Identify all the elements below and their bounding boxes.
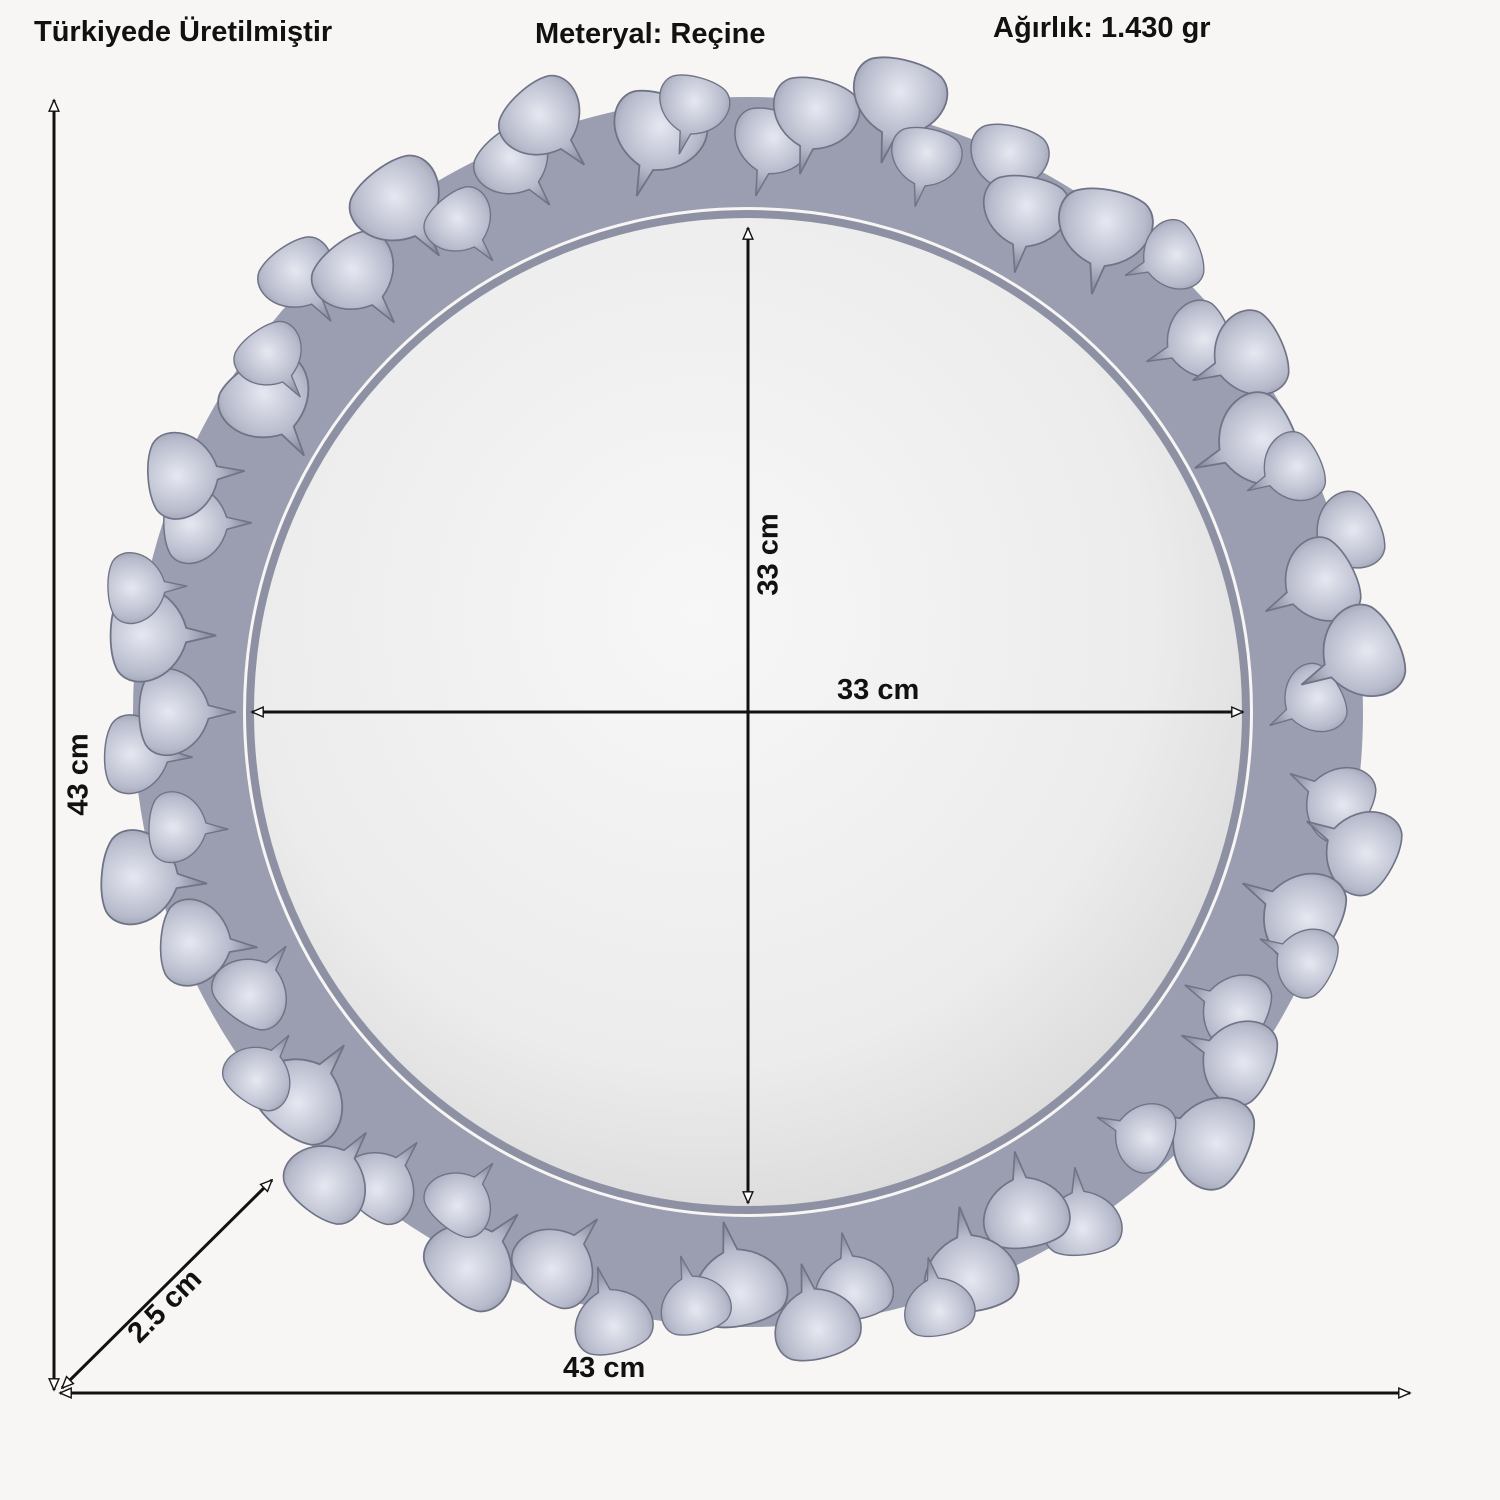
ginkgo-leaf xyxy=(211,945,287,1031)
ginkgo-leaf xyxy=(660,1255,732,1336)
ginkgo-leaf xyxy=(159,898,258,987)
ginkgo-leaf xyxy=(147,431,245,520)
ginkgo-leaf xyxy=(982,1151,1071,1250)
ginkgo-leaf xyxy=(423,1162,494,1238)
outer-height-label: 43 cm xyxy=(62,733,95,816)
ginkgo-leaf xyxy=(1124,218,1205,290)
ginkgo-leaf xyxy=(904,1256,976,1338)
ginkgo-leaf xyxy=(774,1263,862,1362)
ginkgo-leaf xyxy=(1300,603,1407,697)
ginkgo-leaf xyxy=(423,186,494,262)
ginkgo-leaf xyxy=(1259,928,1339,999)
ginkgo-leaf xyxy=(310,230,396,324)
ginkgo-leaf xyxy=(574,1266,654,1356)
inner-height-label: 33 cm xyxy=(752,513,785,596)
ginkgo-leaf xyxy=(852,56,949,164)
ginkgo-leaf xyxy=(1180,1020,1279,1107)
material-label: Meteryal: Reçine xyxy=(535,18,766,50)
ginkgo-leaf xyxy=(659,74,731,155)
ginkgo-leaf xyxy=(221,1034,291,1112)
ginkgo-leaf xyxy=(1265,536,1362,622)
ginkgo-leaf xyxy=(148,791,229,864)
ginkgo-leaf xyxy=(282,1131,367,1225)
ginkgo-leaf xyxy=(1246,431,1327,502)
ginkgo-leaf xyxy=(1096,1103,1177,1174)
weight-label: Ağırlık: 1.430 gr xyxy=(993,12,1211,44)
ginkgo-leaf xyxy=(1058,187,1154,295)
inner-width-label: 33 cm xyxy=(837,674,920,706)
origin-label: Türkiyede Üretilmiştir xyxy=(34,16,333,48)
leaf-frame xyxy=(100,56,1407,1362)
ginkgo-leaf xyxy=(233,320,302,398)
ginkgo-leaf xyxy=(107,552,188,625)
ginkgo-leaf xyxy=(772,76,861,175)
ginkgo-leaf xyxy=(510,1218,599,1310)
outer-width-label: 43 cm xyxy=(563,1352,646,1384)
ginkgo-leaf xyxy=(891,126,963,208)
depth-arrow xyxy=(62,1180,272,1388)
ginkgo-leaf xyxy=(1269,662,1348,733)
ginkgo-leaf xyxy=(138,667,237,757)
ginkgo-leaf xyxy=(970,123,1050,213)
ginkgo-leaf xyxy=(497,74,586,166)
ginkgo-leaf xyxy=(348,154,440,257)
